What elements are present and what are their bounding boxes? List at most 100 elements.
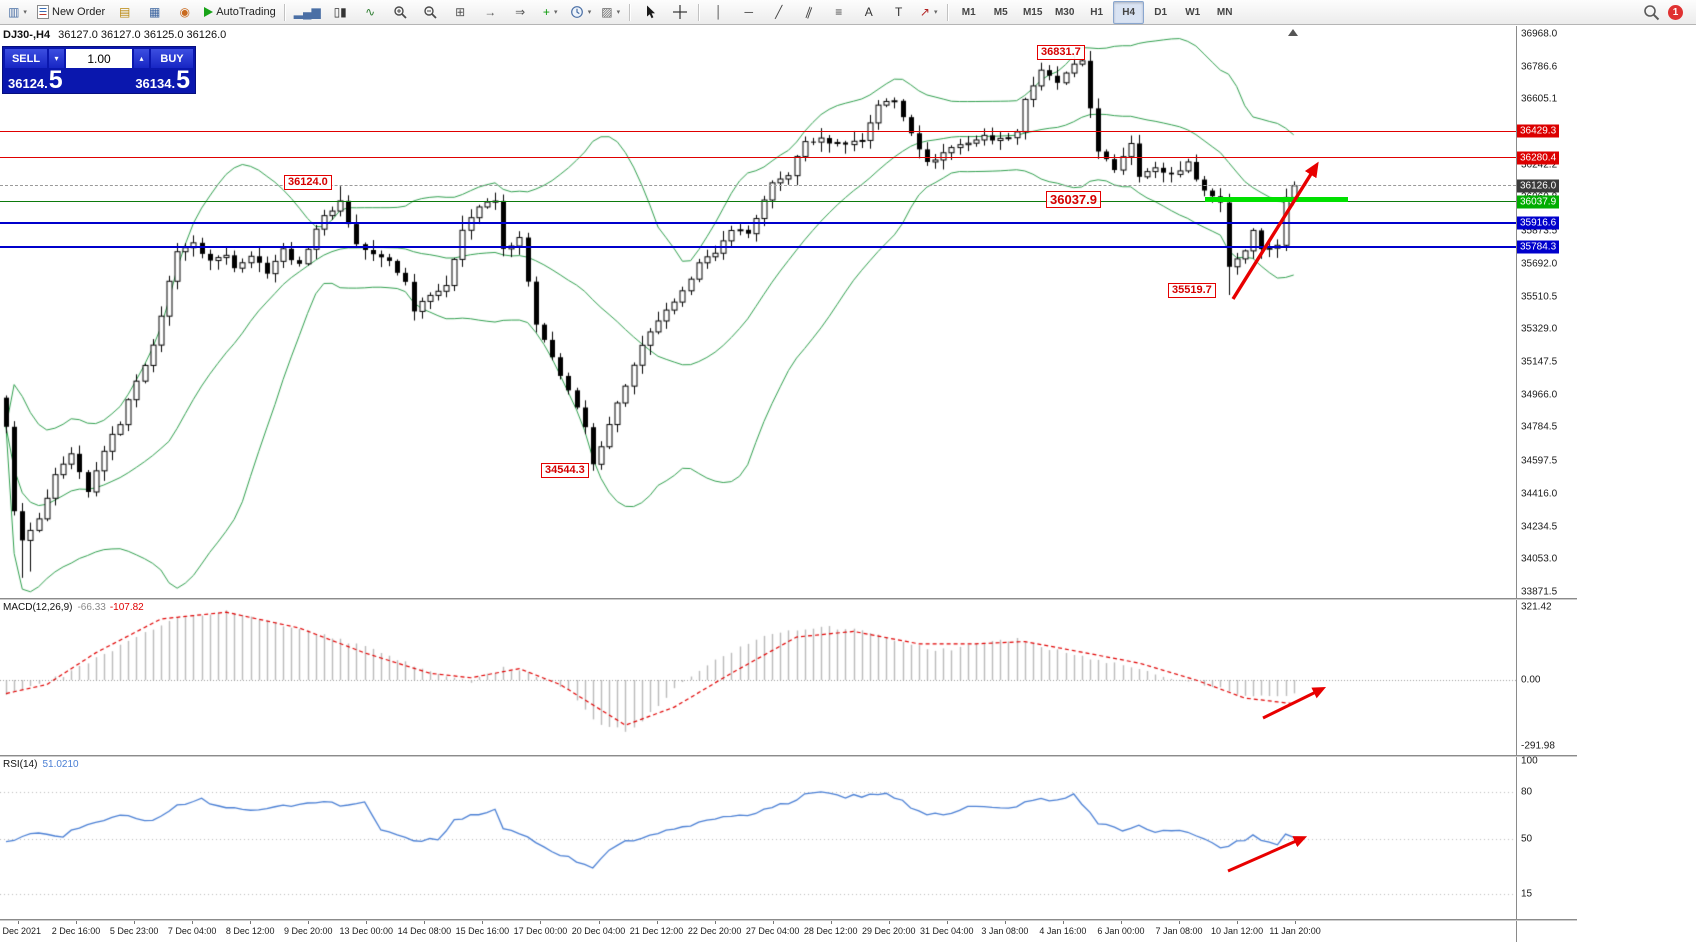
ohlc-values: 36127.0 36127.0 36125.0 36126.0 bbox=[58, 29, 227, 41]
crosshair-button[interactable] bbox=[665, 1, 694, 24]
equidistant-channel-button[interactable]: ∥ bbox=[794, 1, 823, 24]
time-axis-tick bbox=[308, 921, 309, 924]
horizontal-level-line-36037.9[interactable] bbox=[0, 201, 1516, 203]
price-axis-label: 34416.0 bbox=[1521, 488, 1558, 500]
volume-increase-button[interactable]: ▴ bbox=[134, 49, 149, 68]
thick-trend-segment[interactable] bbox=[1205, 196, 1348, 202]
text-label-button[interactable]: T bbox=[884, 1, 913, 24]
time-axis-label: 9 Dec 20:00 bbox=[283, 926, 333, 936]
chart-shift-marker[interactable] bbox=[1288, 29, 1298, 36]
sell-button[interactable]: SELL bbox=[5, 49, 47, 68]
horizontal-level-line-35784.3[interactable] bbox=[0, 246, 1516, 249]
macd-name: MACD(12,26,9) bbox=[3, 602, 73, 613]
notification-badge[interactable]: 1 bbox=[1668, 4, 1683, 20]
timeframe-m1-button[interactable]: M1 bbox=[961, 6, 976, 18]
toolbar-separator bbox=[283, 3, 286, 21]
line-chart-button[interactable]: ∿ bbox=[356, 1, 385, 24]
price-axis-tag-35916.6: 35916.6 bbox=[1517, 216, 1560, 230]
price-annotation-35519.7[interactable]: 35519.7 bbox=[1168, 283, 1216, 298]
chart-ohlc-header: DJ30-,H4 36127.0 36127.0 36125.0 36126.0 bbox=[3, 29, 226, 41]
text-button[interactable]: A bbox=[854, 1, 883, 24]
time-axis-label: 5 Dec 23:00 bbox=[109, 926, 159, 936]
horizontal-line-button[interactable]: ─ bbox=[734, 1, 763, 24]
templates-button[interactable]: ▨ ▾ bbox=[596, 1, 625, 24]
price-annotation-36831.7[interactable]: 36831.7 bbox=[1037, 45, 1085, 60]
new-chart-button[interactable]: ▥ ▾ bbox=[3, 1, 32, 24]
add-indicator-button[interactable]: + ▾ bbox=[536, 1, 565, 24]
vertical-line-button-icon: │ bbox=[714, 5, 723, 19]
price-axis-label: 35510.5 bbox=[1521, 291, 1558, 303]
buy-button[interactable]: BUY bbox=[151, 49, 193, 68]
macd-axis-label: -291.98 bbox=[1521, 740, 1555, 752]
chart-shift-button[interactable]: ⇒ bbox=[506, 1, 535, 24]
dropdown-caret-icon: ▾ bbox=[933, 9, 938, 16]
bar-chart-button[interactable]: ▂▄▆ bbox=[290, 1, 325, 24]
new-order-button[interactable]: New Order bbox=[33, 1, 109, 24]
autotrading-button[interactable]: AutoTrading bbox=[200, 1, 280, 24]
time-axis-tick bbox=[1295, 921, 1296, 924]
price-axis-label: 34597.5 bbox=[1521, 455, 1558, 467]
timeframe-mn-button[interactable]: MN bbox=[1216, 6, 1233, 18]
time-axis-tick bbox=[947, 921, 948, 924]
clock-icon bbox=[570, 5, 584, 19]
price-annotation-36037.9[interactable]: 36037.9 bbox=[1046, 191, 1101, 208]
auto-scroll-button[interactable]: → bbox=[476, 1, 505, 24]
timeframe-m5-button[interactable]: M5 bbox=[993, 6, 1008, 18]
periods-button[interactable]: ▾ bbox=[566, 1, 596, 24]
horizontal-level-line-35916.6[interactable] bbox=[0, 222, 1516, 225]
timeframe-d1-button[interactable]: D1 bbox=[1154, 6, 1168, 18]
price-axis[interactable] bbox=[1516, 26, 1577, 942]
price-axis-label: 34053.0 bbox=[1521, 553, 1558, 565]
time-axis-label: 29 Dec 20:00 bbox=[861, 926, 916, 936]
timeframe-m15-button[interactable]: M15 bbox=[1022, 6, 1043, 18]
panel-divider-macd[interactable] bbox=[0, 598, 1577, 600]
timeframe-h1-button[interactable]: H1 bbox=[1090, 6, 1104, 18]
time-axis-tick bbox=[134, 921, 135, 924]
volume-decrease-button[interactable]: ▾ bbox=[49, 49, 64, 68]
time-axis-label: 7 Dec 04:00 bbox=[167, 926, 217, 936]
price-axis-label: 33871.5 bbox=[1521, 586, 1558, 598]
zoom-out-button[interactable] bbox=[416, 1, 445, 24]
buy-price-big-digit: 5 bbox=[176, 66, 190, 94]
arrows-button[interactable]: ↗ ▾ bbox=[914, 1, 943, 24]
price-annotation-34544.3[interactable]: 34544.3 bbox=[541, 463, 589, 478]
timeframe-h4-button[interactable]: H4 bbox=[1113, 0, 1145, 24]
horizontal-level-line-36429.3[interactable] bbox=[0, 130, 1516, 132]
autotrading-button-label: AutoTrading bbox=[216, 6, 276, 18]
market-watch-button[interactable]: ▦ bbox=[140, 1, 169, 24]
candlestick-chart-button[interactable]: ▯▮ bbox=[326, 1, 355, 24]
crosshair-icon bbox=[672, 5, 687, 19]
price-axis-label: 34234.5 bbox=[1521, 521, 1558, 533]
vertical-line-button[interactable]: │ bbox=[704, 1, 733, 24]
price-chart-canvas[interactable] bbox=[0, 26, 1516, 942]
price-annotation-36124.0[interactable]: 36124.0 bbox=[284, 175, 332, 190]
sell-price-big-digit: 5 bbox=[48, 66, 63, 94]
trendline-button[interactable]: ╱ bbox=[764, 1, 793, 24]
time-axis-tick bbox=[715, 921, 716, 924]
cursor-button[interactable] bbox=[635, 1, 664, 24]
horizontal-level-line-36126[interactable] bbox=[0, 185, 1516, 187]
time-axis-label: 13 Dec 00:00 bbox=[339, 926, 394, 936]
horizontal-level-line-36280.4[interactable] bbox=[0, 157, 1516, 159]
equidistant-channel-button-icon: ∥ bbox=[803, 4, 814, 20]
candlestick-chart-button-icon: ▯▮ bbox=[333, 5, 347, 19]
timeframe-m30-button[interactable]: M30 bbox=[1054, 6, 1075, 18]
time-axis-label: 17 Dec 00:00 bbox=[513, 926, 568, 936]
search-icon[interactable] bbox=[1643, 4, 1660, 21]
navigator-button[interactable]: ◉ bbox=[170, 1, 199, 24]
time-axis[interactable] bbox=[0, 921, 1516, 942]
toolbar-separator bbox=[698, 3, 701, 21]
panel-divider-rsi[interactable] bbox=[0, 755, 1577, 757]
price-axis-label: 35692.0 bbox=[1521, 258, 1558, 270]
bar-chart-button-icon: ▂▄▆ bbox=[293, 5, 321, 19]
zoom-in-button[interactable] bbox=[386, 1, 415, 24]
time-axis-label: 21 Dec 12:00 bbox=[629, 926, 684, 936]
dropdown-caret-icon: ▾ bbox=[616, 9, 621, 16]
timeframe-w1-button[interactable]: W1 bbox=[1185, 6, 1201, 18]
metaeditor-button[interactable]: ▤ bbox=[110, 1, 139, 24]
volume-input[interactable] bbox=[66, 49, 132, 68]
autotrading-play-icon bbox=[204, 7, 214, 17]
fibonacci-button[interactable]: ≡ bbox=[824, 1, 853, 24]
macd-main-value: -66.33 bbox=[77, 602, 106, 613]
tile-windows-button[interactable]: ⊞ bbox=[446, 1, 475, 24]
